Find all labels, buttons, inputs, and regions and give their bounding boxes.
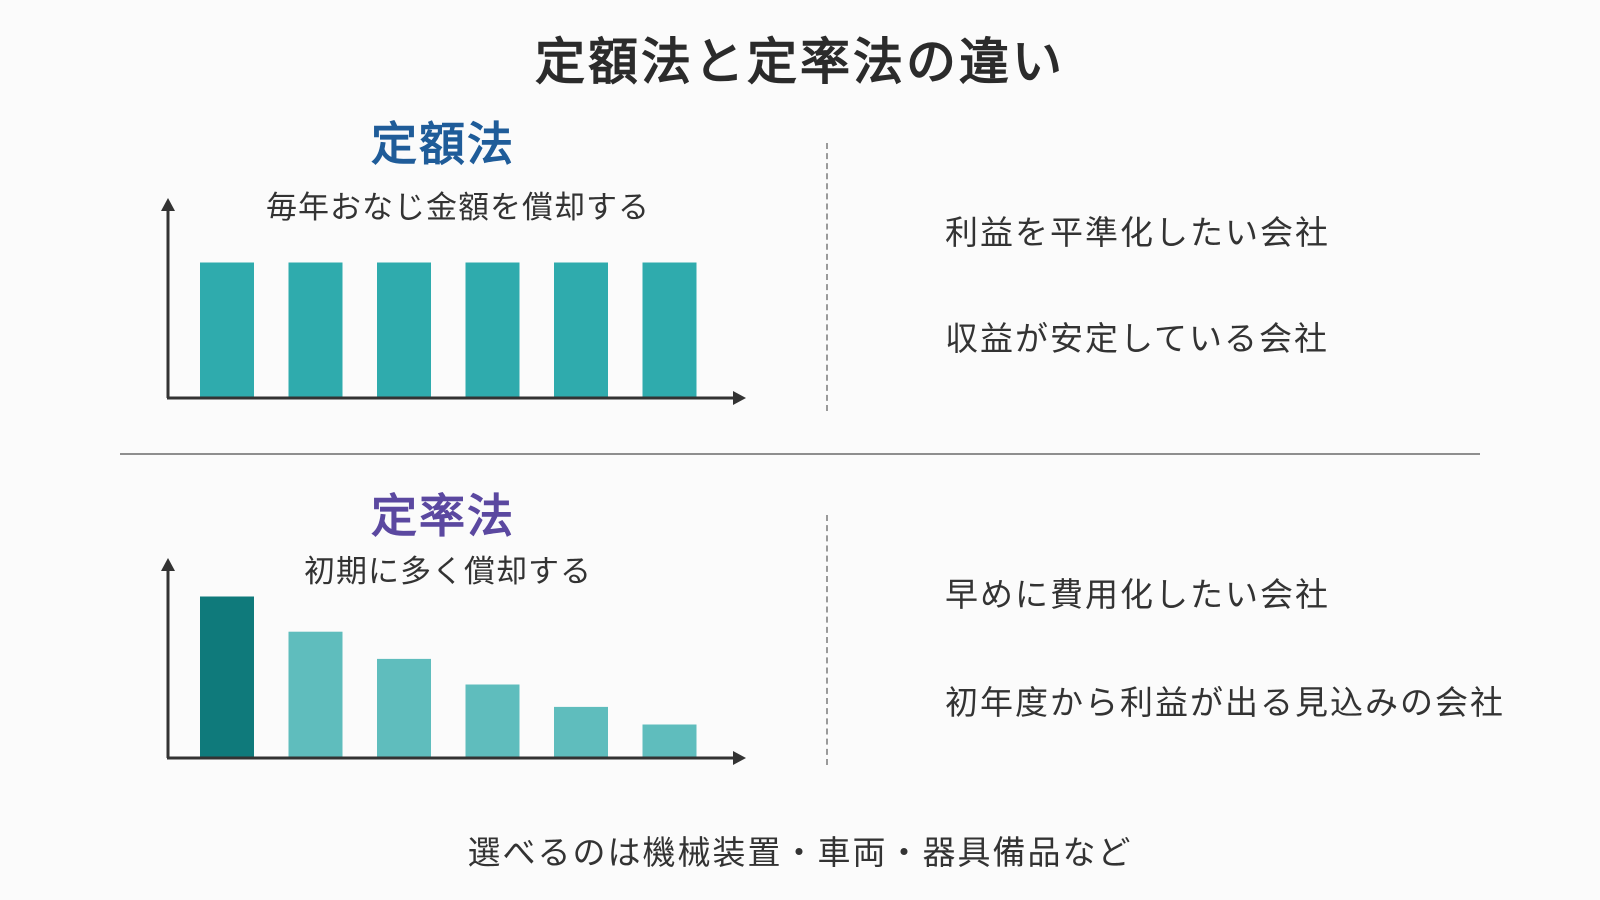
declining-balance-bar-2 (288, 631, 343, 757)
declining-balance-x-axis-arrow (733, 751, 746, 765)
declining-balance-bar-5 (554, 706, 608, 757)
declining-balance-bar-6 (642, 724, 697, 757)
straight-line-separator (826, 143, 828, 411)
straight-line-x-axis-arrow (733, 391, 746, 405)
straight-line-bar-3 (377, 262, 431, 397)
straight-line-bar-6 (642, 262, 697, 397)
section-divider (120, 453, 1480, 455)
declining-balance-point-1: 早めに費用化したい会社 (945, 575, 1330, 614)
straight-line-point-1: 利益を平準化したい会社 (945, 213, 1330, 252)
declining-balance-bar-1 (200, 596, 254, 757)
straight-line-bar-4 (465, 262, 520, 397)
declining-balance-y-axis-arrow (161, 558, 175, 571)
declining-balance-bar-chart (161, 558, 746, 765)
straight-line-description: 毎年おなじ金額を償却する (266, 190, 650, 226)
footer-note: 選べるのは機械装置・車両・器具備品など (467, 833, 1133, 872)
straight-line-bar-5 (554, 262, 608, 397)
declining-balance-description: 初期に多く償却する (304, 554, 592, 590)
straight-line-bar-2 (288, 262, 343, 397)
straight-line-bar-1 (200, 262, 254, 397)
straight-line-point-2: 収益が安定している会社 (945, 319, 1330, 358)
declining-balance-title: 定率法 (371, 489, 515, 543)
declining-balance-separator (826, 515, 828, 765)
straight-line-y-axis-arrow (161, 198, 175, 211)
straight-line-title: 定額法 (371, 117, 515, 171)
page-title: 定額法と定率法の違い (535, 33, 1065, 91)
declining-balance-point-2: 初年度から利益が出る見込みの会社 (945, 683, 1505, 722)
declining-balance-bar-4 (465, 684, 520, 757)
declining-balance-bar-3 (377, 658, 431, 757)
straight-line-bar-chart (161, 198, 746, 405)
